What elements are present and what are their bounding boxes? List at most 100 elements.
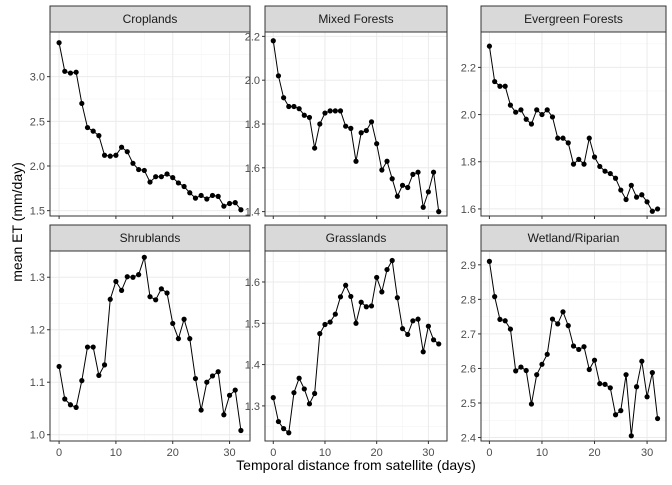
data-point (327, 108, 333, 114)
data-point (238, 427, 244, 434)
data-point (141, 167, 147, 174)
data-point (544, 107, 550, 113)
data-point (107, 153, 113, 159)
x-tick-label: 10 (110, 447, 122, 459)
data-point (118, 144, 125, 150)
x-tick-label: 0 (270, 447, 276, 459)
data-point (281, 426, 287, 432)
data-point (591, 154, 598, 160)
data-point (612, 175, 619, 181)
strip-mixed-forests (264, 5, 448, 33)
data-point (192, 375, 199, 382)
data-point (507, 102, 514, 108)
panel-border-evergreen-forests (480, 31, 667, 217)
x-tick-label: 10 (536, 447, 548, 459)
data-point (348, 293, 354, 300)
data-point (570, 343, 577, 349)
data-point (175, 180, 182, 186)
data-point (164, 290, 170, 296)
y-tick-label: 1.5 (30, 206, 45, 218)
x-axis-title: Temporal distance from satellite (days) (236, 457, 476, 473)
data-point (332, 311, 338, 317)
data-point (215, 369, 221, 375)
data-point (204, 379, 210, 385)
data-point (358, 130, 364, 136)
data-point (597, 381, 603, 387)
data-point (270, 395, 276, 401)
data-point (141, 254, 147, 260)
data-point (644, 199, 650, 205)
data-point (187, 336, 193, 342)
data-point (549, 114, 556, 120)
data-point (623, 372, 629, 378)
data-point (399, 182, 406, 188)
data-point (332, 108, 338, 114)
y-tick-label: 1.3 (245, 401, 260, 413)
data-point (113, 278, 119, 285)
data-point (389, 257, 395, 264)
data-point (534, 372, 540, 378)
y-tick-label: 1.1 (30, 377, 45, 389)
data-point (436, 209, 442, 215)
data-point (374, 274, 380, 281)
data-point (353, 320, 359, 326)
data-point (560, 135, 566, 141)
data-point (539, 361, 545, 367)
data-point (384, 158, 390, 164)
data-point (317, 331, 323, 337)
data-point (73, 404, 79, 411)
data-point (565, 323, 571, 329)
data-point (602, 168, 608, 174)
data-point (226, 200, 233, 207)
data-point (639, 192, 645, 198)
data-point (312, 145, 318, 151)
data-point (549, 316, 556, 322)
plot-area-croplands (50, 32, 250, 216)
data-point (394, 193, 400, 199)
data-point (555, 321, 561, 327)
panel-grasslands: Grasslands 1.3 1.4 1.5 1.6 0 10 20 30 (245, 224, 448, 459)
strip-label-wetland-riparian: Wetland/Riparian (528, 231, 620, 245)
panel-border-shrublands (49, 250, 251, 442)
y-tick-label: 2.0 (30, 161, 45, 173)
data-point (296, 375, 302, 381)
data-point (175, 336, 182, 342)
data-point (607, 170, 613, 177)
data-point (101, 362, 108, 368)
data-point (591, 357, 598, 363)
y-tick-label: 3.0 (30, 72, 45, 84)
data-point (654, 206, 661, 212)
data-point (644, 394, 650, 400)
panel-border-wetland-riparian (480, 250, 667, 442)
data-point (158, 286, 164, 292)
data-point (581, 161, 587, 167)
data-point (118, 287, 125, 293)
data-point (399, 326, 406, 332)
data-point (586, 366, 592, 373)
y-tick-label: 2.7 (461, 329, 476, 341)
y-axis-title: mean ET (mm/day) (9, 162, 25, 282)
data-point (312, 390, 318, 397)
data-point (379, 289, 385, 295)
panel-evergreen-forests: Evergreen Forests 1.6 1.8 2.0 2.2 (461, 5, 667, 219)
data-point (384, 266, 390, 273)
data-point (96, 372, 102, 378)
data-point (73, 69, 79, 75)
data-point (534, 107, 540, 113)
strip-croplands (49, 5, 251, 33)
data-point (425, 323, 431, 329)
panel-border-croplands (49, 31, 251, 217)
data-point (306, 401, 313, 407)
data-point (486, 43, 493, 49)
x-tick-label: 30 (223, 447, 235, 459)
data-point (198, 407, 204, 413)
data-point (322, 321, 328, 328)
strip-grasslands (264, 224, 448, 252)
data-point (147, 179, 153, 185)
panel-wetland-riparian: Wetland/Riparian 2.4 2.5 2.6 2.7 2.8 2.9 0 10 20 3… (461, 224, 667, 459)
data-point (286, 103, 292, 110)
y-tick-label: 1.2 (30, 325, 45, 337)
strip-label-grasslands: Grasslands (326, 231, 387, 245)
data-point (513, 368, 519, 374)
